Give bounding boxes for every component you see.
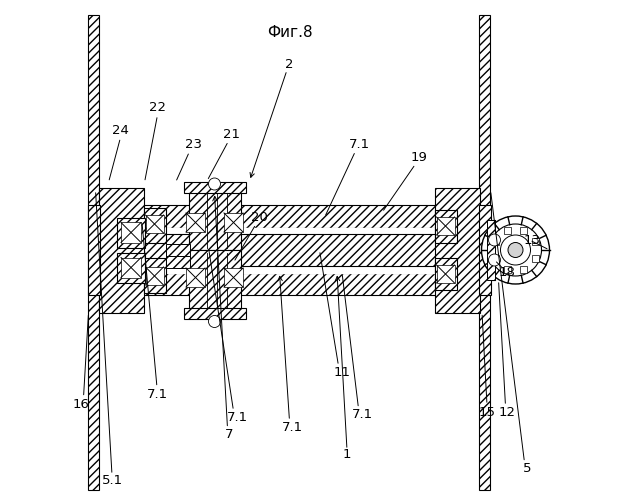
Bar bbox=[435, 210, 457, 242]
Bar bbox=[492, 238, 499, 246]
Bar bbox=[487, 220, 495, 280]
Text: 5.1: 5.1 bbox=[102, 474, 123, 488]
Circle shape bbox=[501, 235, 530, 265]
Text: 24: 24 bbox=[112, 124, 129, 136]
Text: 20: 20 bbox=[251, 211, 268, 224]
Bar bbox=[532, 238, 539, 246]
Bar bbox=[478, 15, 490, 490]
Bar bbox=[492, 254, 499, 262]
Bar bbox=[436, 265, 454, 283]
Bar bbox=[87, 15, 98, 490]
Bar bbox=[98, 205, 478, 228]
Bar bbox=[166, 244, 190, 256]
Text: 18: 18 bbox=[498, 266, 516, 279]
Text: 2: 2 bbox=[285, 58, 294, 71]
Bar bbox=[145, 267, 163, 285]
Bar bbox=[189, 188, 241, 250]
Circle shape bbox=[209, 178, 220, 190]
Text: 7.1: 7.1 bbox=[352, 408, 373, 422]
Bar bbox=[121, 258, 141, 278]
Text: 7.1: 7.1 bbox=[227, 411, 248, 424]
Bar bbox=[166, 256, 190, 268]
Circle shape bbox=[209, 316, 220, 328]
Bar bbox=[145, 215, 163, 233]
Text: 7.1: 7.1 bbox=[147, 388, 168, 402]
Bar bbox=[520, 226, 527, 234]
Bar bbox=[186, 213, 205, 232]
Bar bbox=[117, 218, 144, 248]
Text: 5: 5 bbox=[523, 462, 531, 475]
Bar bbox=[224, 213, 243, 232]
Bar bbox=[117, 252, 144, 282]
Bar bbox=[183, 308, 246, 318]
Text: 21: 21 bbox=[223, 128, 241, 141]
Text: 1: 1 bbox=[343, 448, 351, 462]
Circle shape bbox=[488, 234, 501, 246]
Bar bbox=[504, 266, 511, 274]
Bar bbox=[224, 268, 243, 287]
Bar bbox=[189, 250, 241, 312]
Text: 7.1: 7.1 bbox=[349, 138, 370, 151]
Bar bbox=[98, 188, 144, 312]
Bar bbox=[98, 234, 478, 266]
Text: 22: 22 bbox=[149, 101, 165, 114]
Text: 19: 19 bbox=[411, 151, 428, 164]
Bar bbox=[435, 188, 480, 312]
Text: 15: 15 bbox=[478, 406, 495, 419]
Bar bbox=[186, 268, 205, 287]
Text: 7.1: 7.1 bbox=[282, 421, 303, 434]
Bar bbox=[435, 258, 457, 290]
Circle shape bbox=[508, 242, 523, 258]
Bar bbox=[436, 217, 454, 235]
Bar bbox=[520, 266, 527, 274]
Circle shape bbox=[482, 216, 550, 284]
Text: Фиг.8: Фиг.8 bbox=[267, 25, 313, 40]
Text: 13: 13 bbox=[524, 234, 540, 246]
Bar bbox=[144, 258, 166, 292]
Bar bbox=[121, 222, 141, 242]
Text: 16: 16 bbox=[72, 398, 89, 411]
Bar bbox=[183, 182, 246, 192]
Bar bbox=[478, 205, 490, 295]
Bar bbox=[532, 254, 539, 262]
Bar bbox=[98, 272, 478, 295]
Circle shape bbox=[488, 254, 501, 266]
Text: 11: 11 bbox=[334, 366, 350, 379]
Bar bbox=[87, 205, 100, 295]
Text: 12: 12 bbox=[498, 406, 516, 419]
Text: 7: 7 bbox=[225, 428, 234, 442]
Text: 23: 23 bbox=[184, 138, 202, 151]
Bar bbox=[144, 208, 166, 242]
Bar bbox=[504, 226, 511, 234]
Circle shape bbox=[490, 224, 542, 276]
